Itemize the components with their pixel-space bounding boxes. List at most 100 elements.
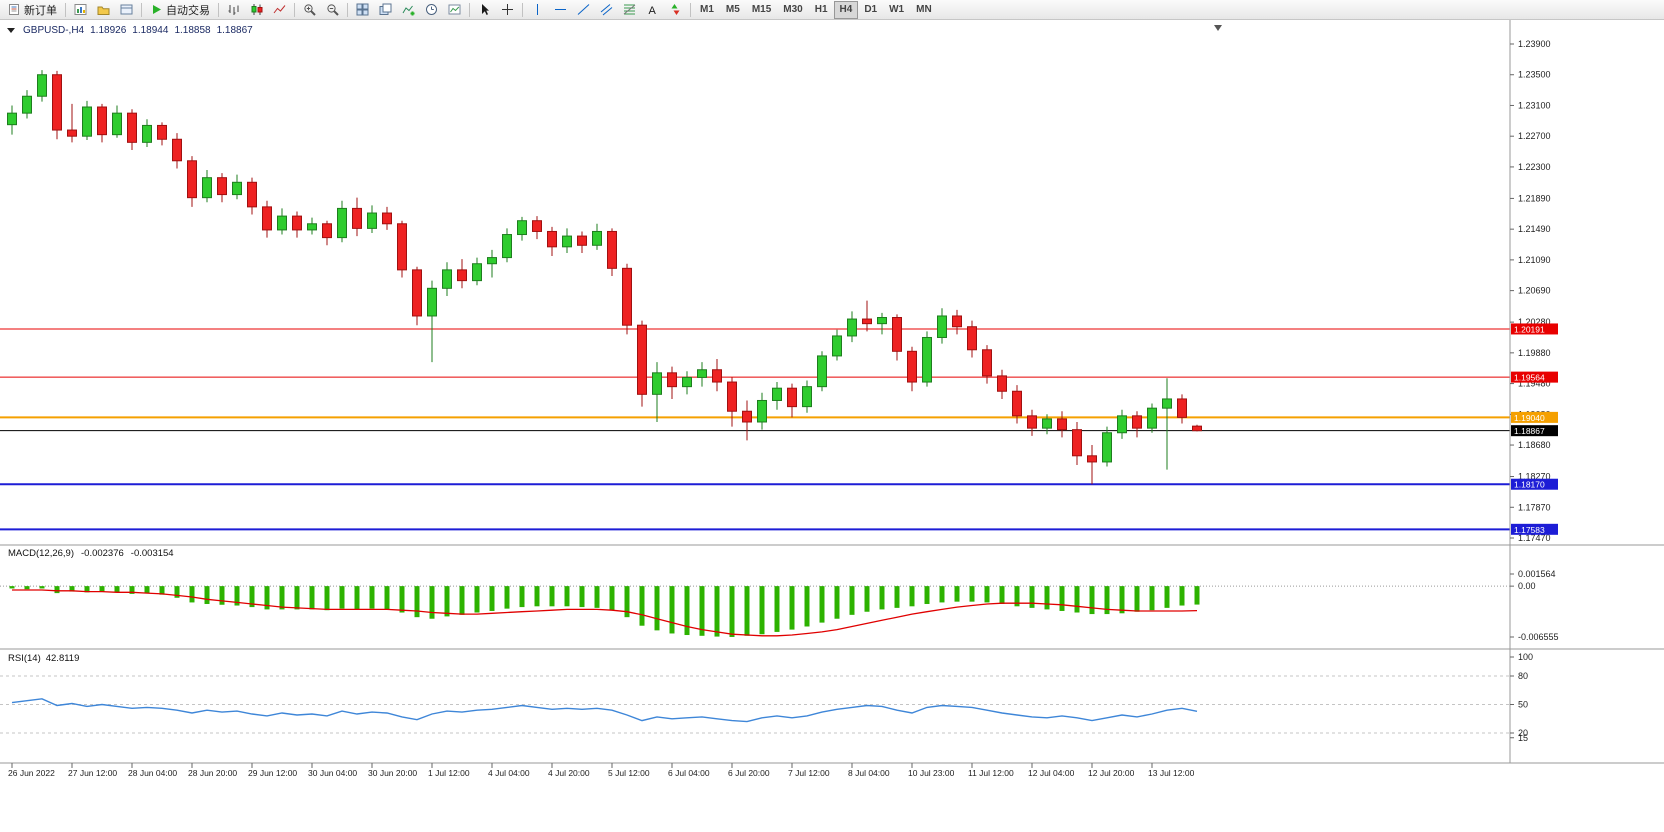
macd-bar: [129, 586, 135, 594]
chart-header: GBPUSD-,H4 1.18926 1.18944 1.18858 1.188…: [7, 25, 253, 36]
toolbar-separator: [218, 2, 219, 17]
tf-mn-button-label: MN: [916, 4, 932, 15]
candle-body: [292, 215, 302, 231]
candle-body: [832, 335, 842, 357]
chart-shift-marker[interactable]: [1214, 25, 1222, 31]
line-chart-button[interactable]: [268, 1, 291, 19]
macd-bar: [999, 586, 1005, 604]
tf-m5-button[interactable]: M5: [720, 1, 746, 19]
bars-chart-button[interactable]: [222, 1, 245, 19]
profiles-button[interactable]: [92, 1, 115, 19]
tf-h1-button[interactable]: H1: [809, 1, 834, 19]
tf-m15-button-label: M15: [751, 4, 772, 15]
trend-icon: [577, 3, 590, 16]
macd-scale[interactable]: 0.001564 0.00 -0.006555: [1510, 569, 1559, 642]
candle-body: [547, 230, 557, 248]
macd-bar: [1194, 586, 1200, 605]
candles-chart-button[interactable]: [245, 1, 268, 19]
text-button[interactable]: A: [641, 1, 664, 19]
fibonacci-button[interactable]: [618, 1, 641, 19]
fibo-icon: [623, 3, 636, 16]
candle-body: [757, 399, 767, 423]
macd-bar: [1149, 586, 1155, 611]
toolbar-separator: [141, 2, 142, 17]
zoom-in-button[interactable]: [298, 1, 321, 19]
candle-body: [862, 318, 872, 325]
main-toolbar: 新订单 自动交易 A M1 M5 M15 M30 H1 H4 D1 W1 MN: [0, 0, 1664, 20]
macd-bar: [819, 586, 825, 623]
cursor-button[interactable]: [473, 1, 496, 19]
tf-m30-button[interactable]: M30: [777, 1, 808, 19]
symbol-dropdown-icon: [7, 28, 15, 33]
templates-button[interactable]: [443, 1, 466, 19]
time-tick-label: 11 Jul 12:00: [968, 768, 1014, 778]
macd-bar: [969, 586, 975, 602]
macd-bar: [744, 586, 750, 636]
macd-bar: [159, 586, 165, 595]
macd-bar: [759, 586, 765, 635]
tf-h4-button-label: H4: [839, 4, 853, 15]
macd-bar: [909, 586, 915, 607]
candle-body: [1027, 415, 1037, 429]
candle-body: [1147, 407, 1157, 429]
candle-body: [22, 95, 32, 114]
macd-bar: [579, 586, 585, 608]
macd-bar: [879, 586, 885, 610]
macd-tick-label: 0.001564: [1518, 569, 1556, 579]
macd-bar: [729, 586, 735, 637]
candle-body: [487, 257, 497, 265]
macd-bar: [804, 586, 810, 627]
tf-m15-button[interactable]: M15: [746, 1, 777, 19]
tile-windows-button[interactable]: [351, 1, 374, 19]
time-scale[interactable]: 26 Jun 2022 27 Jun 12:00 28 Jun 04:00 28 Ju…: [8, 763, 1195, 778]
cascade-windows-button[interactable]: [374, 1, 397, 19]
chart-canvas[interactable]: MACD(12,26,9) -0.002376 -0.003154 RSI(14) 42…: [0, 20, 1664, 832]
horizontal-lines[interactable]: [0, 328, 1510, 531]
candle-body: [697, 369, 707, 378]
price-tick-label: 1.22700: [1518, 131, 1551, 141]
price-tick-label: 1.18270: [1518, 472, 1551, 482]
price-scale[interactable]: 1.23900 1.23500 1.23100 1.22700 1.22300 1.218…: [1510, 39, 1551, 543]
tf-w1-button[interactable]: W1: [883, 1, 910, 19]
candle-body: [607, 230, 617, 269]
macd-bar: [984, 586, 990, 603]
channel-button[interactable]: [595, 1, 618, 19]
tf-m5-button-label: M5: [725, 4, 740, 15]
price-tick-label: 1.19480: [1518, 379, 1551, 389]
macd-bar: [69, 586, 75, 592]
candle-body: [337, 207, 347, 239]
periods-button[interactable]: [420, 1, 443, 19]
macd-bar: [264, 586, 270, 610]
macd-bar: [99, 586, 105, 592]
time-tick-label: 30 Jun 20:00: [368, 768, 417, 778]
horizontal-line-button[interactable]: [549, 1, 572, 19]
candle-body: [1162, 398, 1172, 409]
auto-trading-button[interactable]: 自动交易: [145, 1, 215, 19]
new-order-button[interactable]: 新订单: [3, 1, 62, 19]
zoom-out-button[interactable]: [321, 1, 344, 19]
candle-body: [97, 106, 107, 136]
new-chart-button[interactable]: [69, 1, 92, 19]
macd-bar: [294, 586, 300, 610]
arrows-button[interactable]: [664, 1, 687, 19]
vertical-line-button[interactable]: [526, 1, 549, 19]
time-tick-label: 4 Jul 04:00: [488, 768, 530, 778]
tf-d1-button[interactable]: D1: [858, 1, 883, 19]
tf-m1-button[interactable]: M1: [694, 1, 720, 19]
candle-body: [367, 212, 377, 229]
trendline-button[interactable]: [572, 1, 595, 19]
toolbar-separator: [347, 2, 348, 17]
price-tick-label: 1.17870: [1518, 502, 1551, 512]
data-window-button[interactable]: [115, 1, 138, 19]
rsi-label: RSI(14) 42.8119: [8, 653, 79, 664]
candle-body: [562, 235, 572, 248]
crosshair-button[interactable]: [496, 1, 519, 19]
time-tick-label: 13 Jul 12:00: [1148, 768, 1195, 778]
indicators-button[interactable]: [397, 1, 420, 19]
tf-mn-button[interactable]: MN: [910, 1, 938, 19]
candle-body: [382, 212, 392, 225]
tf-h4-button[interactable]: H4: [833, 0, 859, 19]
candle-body: [577, 235, 587, 246]
macd-bar: [894, 586, 900, 608]
